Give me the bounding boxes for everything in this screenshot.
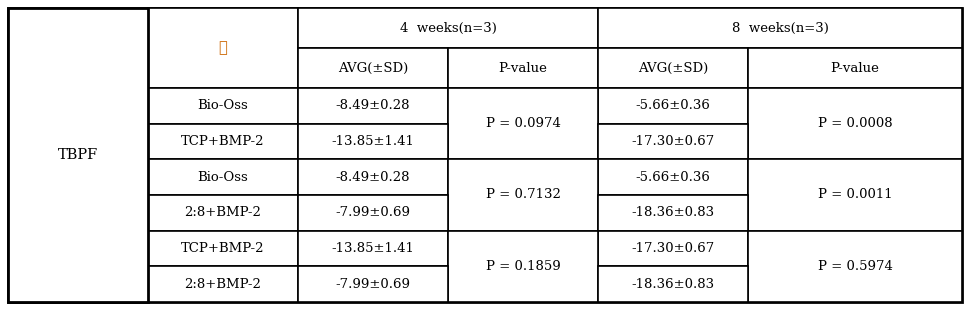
- Bar: [598, 48, 748, 88]
- Bar: [748, 48, 962, 88]
- Bar: [598, 231, 748, 266]
- Bar: [448, 159, 598, 231]
- Text: 2:8+BMP-2: 2:8+BMP-2: [185, 206, 261, 219]
- Bar: [148, 195, 298, 231]
- Bar: [748, 88, 962, 159]
- Bar: [298, 124, 448, 159]
- Bar: [598, 266, 748, 302]
- Text: -5.66±0.36: -5.66±0.36: [636, 99, 711, 112]
- Text: P = 0.0011: P = 0.0011: [817, 188, 892, 202]
- Text: TBPF: TBPF: [58, 148, 98, 162]
- Text: -17.30±0.67: -17.30±0.67: [632, 135, 714, 148]
- Text: -13.85±1.41: -13.85±1.41: [331, 242, 414, 255]
- Bar: [448, 48, 598, 88]
- Text: TCP+BMP-2: TCP+BMP-2: [181, 135, 264, 148]
- Text: 4  weeks(n=3): 4 weeks(n=3): [399, 21, 497, 35]
- Text: -5.66±0.36: -5.66±0.36: [636, 171, 711, 184]
- Bar: [748, 159, 962, 231]
- Bar: [448, 88, 598, 159]
- Text: P = 0.5974: P = 0.5974: [817, 260, 892, 273]
- Text: AVG(±SD): AVG(±SD): [638, 61, 709, 75]
- Bar: [298, 48, 448, 88]
- Bar: [298, 88, 448, 124]
- Bar: [148, 159, 298, 195]
- Bar: [598, 195, 748, 231]
- Text: TCP+BMP-2: TCP+BMP-2: [181, 242, 264, 255]
- Text: -18.36±0.83: -18.36±0.83: [632, 278, 714, 291]
- Text: -7.99±0.69: -7.99±0.69: [335, 278, 410, 291]
- Text: P-value: P-value: [499, 61, 547, 75]
- Text: P-value: P-value: [830, 61, 880, 75]
- Bar: [298, 231, 448, 266]
- Text: -18.36±0.83: -18.36±0.83: [632, 206, 714, 219]
- Bar: [298, 266, 448, 302]
- Text: Bio-Oss: Bio-Oss: [197, 99, 249, 112]
- Text: 8  weeks(n=3): 8 weeks(n=3): [732, 21, 828, 35]
- Text: AVG(±SD): AVG(±SD): [338, 61, 408, 75]
- Text: 2:8+BMP-2: 2:8+BMP-2: [185, 278, 261, 291]
- Text: -7.99±0.69: -7.99±0.69: [335, 206, 410, 219]
- Text: P = 0.0008: P = 0.0008: [817, 117, 892, 130]
- Bar: [148, 88, 298, 124]
- Bar: [148, 8, 298, 88]
- Bar: [298, 195, 448, 231]
- Bar: [148, 124, 298, 159]
- Text: -13.85±1.41: -13.85±1.41: [331, 135, 414, 148]
- Bar: [8, 8, 148, 302]
- Text: P = 0.0974: P = 0.0974: [486, 117, 561, 130]
- Text: -8.49±0.28: -8.49±0.28: [335, 99, 410, 112]
- Bar: [148, 266, 298, 302]
- Text: -17.30±0.67: -17.30±0.67: [632, 242, 714, 255]
- Bar: [148, 231, 298, 266]
- Text: P = 0.7132: P = 0.7132: [486, 188, 561, 202]
- Bar: [598, 88, 748, 124]
- Bar: [598, 159, 748, 195]
- Bar: [598, 8, 962, 48]
- Bar: [448, 231, 598, 302]
- Text: -8.49±0.28: -8.49±0.28: [335, 171, 410, 184]
- Text: 군: 군: [219, 41, 227, 55]
- Bar: [598, 124, 748, 159]
- Bar: [748, 231, 962, 302]
- Bar: [298, 159, 448, 195]
- Text: P = 0.1859: P = 0.1859: [486, 260, 561, 273]
- Bar: [298, 8, 598, 48]
- Text: Bio-Oss: Bio-Oss: [197, 171, 249, 184]
